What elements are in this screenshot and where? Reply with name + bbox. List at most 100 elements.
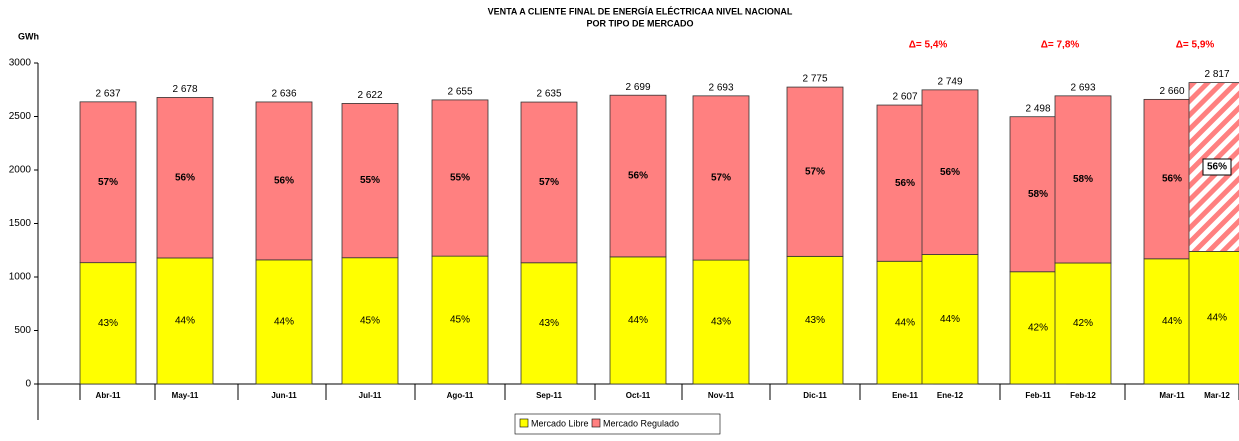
y-axis-label: GWh	[18, 31, 39, 41]
total-label: 2 635	[536, 89, 561, 100]
share-label: 57%	[805, 166, 825, 177]
share-label: 45%	[360, 316, 380, 327]
share-label: 56%	[895, 178, 915, 189]
bar-segment	[431, 255, 489, 385]
x-tick-label: Dic-11	[803, 391, 827, 400]
share-label-box	[1202, 158, 1232, 176]
x-tick-label: Mar-11	[1159, 391, 1185, 400]
bar-segment	[1054, 262, 1112, 385]
x-tick-label: Nov-11	[708, 391, 735, 400]
share-label: 44%	[175, 316, 195, 327]
share-label: 56%	[940, 167, 960, 178]
bar-segment	[609, 256, 667, 385]
x-tick-label: Feb-11	[1025, 391, 1051, 400]
x-tick-label: Oct-11	[626, 391, 651, 400]
share-label: 56%	[628, 171, 648, 182]
total-label: 2 817	[1204, 69, 1229, 80]
bar-segment	[921, 89, 979, 255]
share-label: 42%	[1028, 323, 1048, 334]
share-label: 44%	[940, 314, 960, 325]
share-label: 42%	[1073, 318, 1093, 329]
legend-box	[514, 413, 721, 435]
bar-segment	[341, 103, 399, 259]
legend-label: Mercado Libre	[531, 418, 589, 428]
total-label: 2 699	[625, 82, 650, 93]
share-label: 55%	[450, 173, 470, 184]
share-label: 57%	[539, 177, 559, 188]
chart-title: VENTA A CLIENTE FINAL DE ENERGÍA ELÉCTRI…	[488, 6, 793, 16]
total-label: 2 655	[447, 87, 472, 98]
total-label: 2 775	[802, 74, 827, 85]
annotation: Δ= 5,4%	[909, 40, 948, 51]
total-label: 2 622	[357, 90, 382, 101]
x-tick-label: Sep-11	[536, 391, 562, 400]
share-label: 44%	[895, 317, 915, 328]
legend-swatch	[519, 418, 529, 428]
total-label: 2 498	[1025, 103, 1050, 114]
bar-segment	[1188, 251, 1239, 385]
share-label: 44%	[1207, 312, 1227, 323]
y-tick-label: 3000	[9, 58, 32, 69]
total-label: 2 693	[708, 82, 733, 93]
y-tick-label: 0	[25, 379, 31, 390]
y-tick-label: 500	[14, 325, 31, 336]
x-tick-label: Jun-11	[271, 391, 297, 400]
share-label: 58%	[1073, 174, 1093, 185]
x-tick-label: Feb-12	[1070, 391, 1096, 400]
share-label: 57%	[711, 173, 731, 184]
share-label: 56%	[1162, 174, 1182, 185]
x-tick-label: Mar-12	[1204, 391, 1230, 400]
share-label: 56%	[175, 172, 195, 183]
share-label: 56%	[1207, 162, 1227, 173]
bar-segment	[255, 101, 313, 261]
share-label: 43%	[805, 315, 825, 326]
bar-segment	[786, 255, 844, 385]
y-tick-label: 1500	[9, 218, 32, 229]
y-tick-label: 2500	[9, 111, 32, 122]
bar-segment	[609, 94, 667, 258]
share-label: 44%	[628, 315, 648, 326]
total-label: 2 636	[271, 89, 296, 100]
y-tick-label: 1000	[9, 272, 32, 283]
share-label: 45%	[450, 315, 470, 326]
bar-segment	[921, 254, 979, 385]
x-tick-label: May-11	[172, 391, 199, 400]
bar-segment	[255, 259, 313, 385]
annotation: Δ= 5,9%	[1176, 40, 1215, 51]
bar-segment	[431, 99, 489, 257]
bar-segment	[341, 257, 399, 385]
total-label: 2 678	[172, 84, 197, 95]
share-label: 56%	[274, 176, 294, 187]
share-label: 43%	[98, 318, 118, 329]
bar-segment	[79, 262, 137, 385]
y-tick-label: 2000	[9, 165, 32, 176]
total-label: 2 637	[95, 88, 120, 99]
share-label: 43%	[711, 317, 731, 328]
total-label: 2 660	[1159, 86, 1184, 97]
bar-segment	[692, 259, 750, 385]
x-tick-label: Ene-11	[892, 391, 918, 400]
share-label: 44%	[274, 317, 294, 328]
share-label: 44%	[1162, 316, 1182, 327]
bar-segment	[786, 86, 844, 257]
bar-segment	[692, 95, 750, 261]
bar-segment	[1054, 95, 1112, 264]
share-label: 43%	[539, 318, 559, 329]
total-label: 2 607	[892, 92, 917, 103]
share-label: 58%	[1028, 189, 1048, 200]
chart-subtitle: POR TIPO DE MERCADO	[586, 18, 693, 28]
legend-label: Mercado Regulado	[603, 418, 679, 428]
legend-swatch	[591, 418, 601, 428]
total-label: 2 749	[937, 76, 962, 87]
x-tick-label: Jul-11	[359, 391, 382, 400]
bar-segment	[520, 101, 578, 264]
x-tick-label: Ago-11	[447, 391, 474, 400]
share-label: 55%	[360, 175, 380, 186]
bar-segment	[156, 97, 214, 259]
annotation: Δ= 7,8%	[1041, 40, 1080, 51]
share-label: 57%	[98, 177, 118, 188]
x-tick-label: Ene-12	[937, 391, 964, 400]
total-label: 2 693	[1070, 82, 1095, 93]
x-tick-label: Abr-11	[96, 391, 121, 400]
